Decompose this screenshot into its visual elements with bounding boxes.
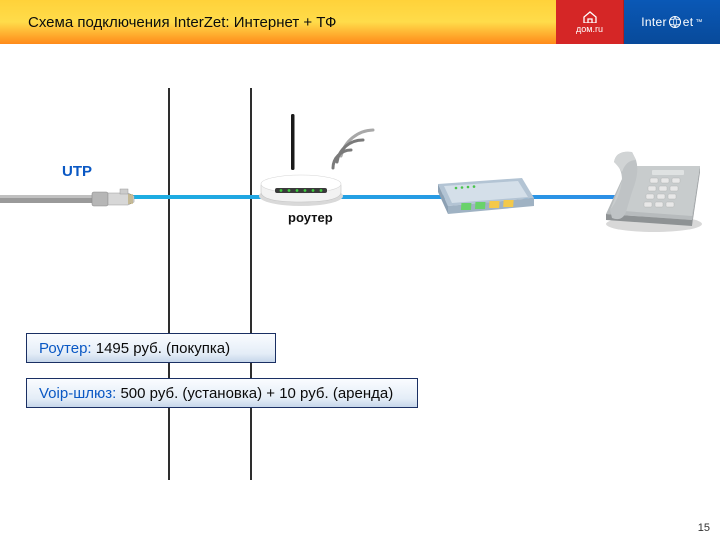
price-voip-box: Voip-шлюз: 500 руб. (установка) + 10 руб… xyxy=(26,378,418,408)
router-label: роутер xyxy=(288,210,333,225)
price-voip-rest: 500 руб. (установка) + 10 руб. (аренда) xyxy=(116,385,393,402)
header-logos: дом.ru Inter et ™ xyxy=(556,0,720,44)
utp-label: UTP xyxy=(62,163,92,180)
phone-device xyxy=(592,142,712,239)
price-voip-name: Voip-шлюз: xyxy=(39,385,116,402)
logo-domru: дом.ru xyxy=(556,0,624,44)
slide-title-bar: Схема подключения InterZet: Интернет + Т… xyxy=(0,0,556,44)
guideline-1 xyxy=(168,88,170,480)
globe-icon xyxy=(668,15,682,29)
header: Схема подключения InterZet: Интернет + Т… xyxy=(0,0,720,44)
logo-interzet: Inter et ™ xyxy=(624,0,720,44)
slide-title: Схема подключения InterZet: Интернет + Т… xyxy=(28,14,336,31)
page-number: 15 xyxy=(698,522,710,534)
logo-interzet-text-a: Inter xyxy=(641,15,667,29)
guideline-2 xyxy=(250,88,252,480)
logo-interzet-text-b: et xyxy=(683,15,694,29)
house-icon xyxy=(582,11,598,23)
price-router-rest: 1495 руб. (покупка) xyxy=(92,340,231,357)
price-router-name: Роутер: xyxy=(39,340,92,357)
tm-mark: ™ xyxy=(695,19,702,26)
voip-gateway-device xyxy=(430,166,540,225)
router-device xyxy=(255,110,375,215)
utp-cable xyxy=(0,186,150,217)
price-router-box: Роутер: 1495 руб. (покупка) xyxy=(26,333,276,363)
logo-domru-text: дом.ru xyxy=(576,24,603,34)
